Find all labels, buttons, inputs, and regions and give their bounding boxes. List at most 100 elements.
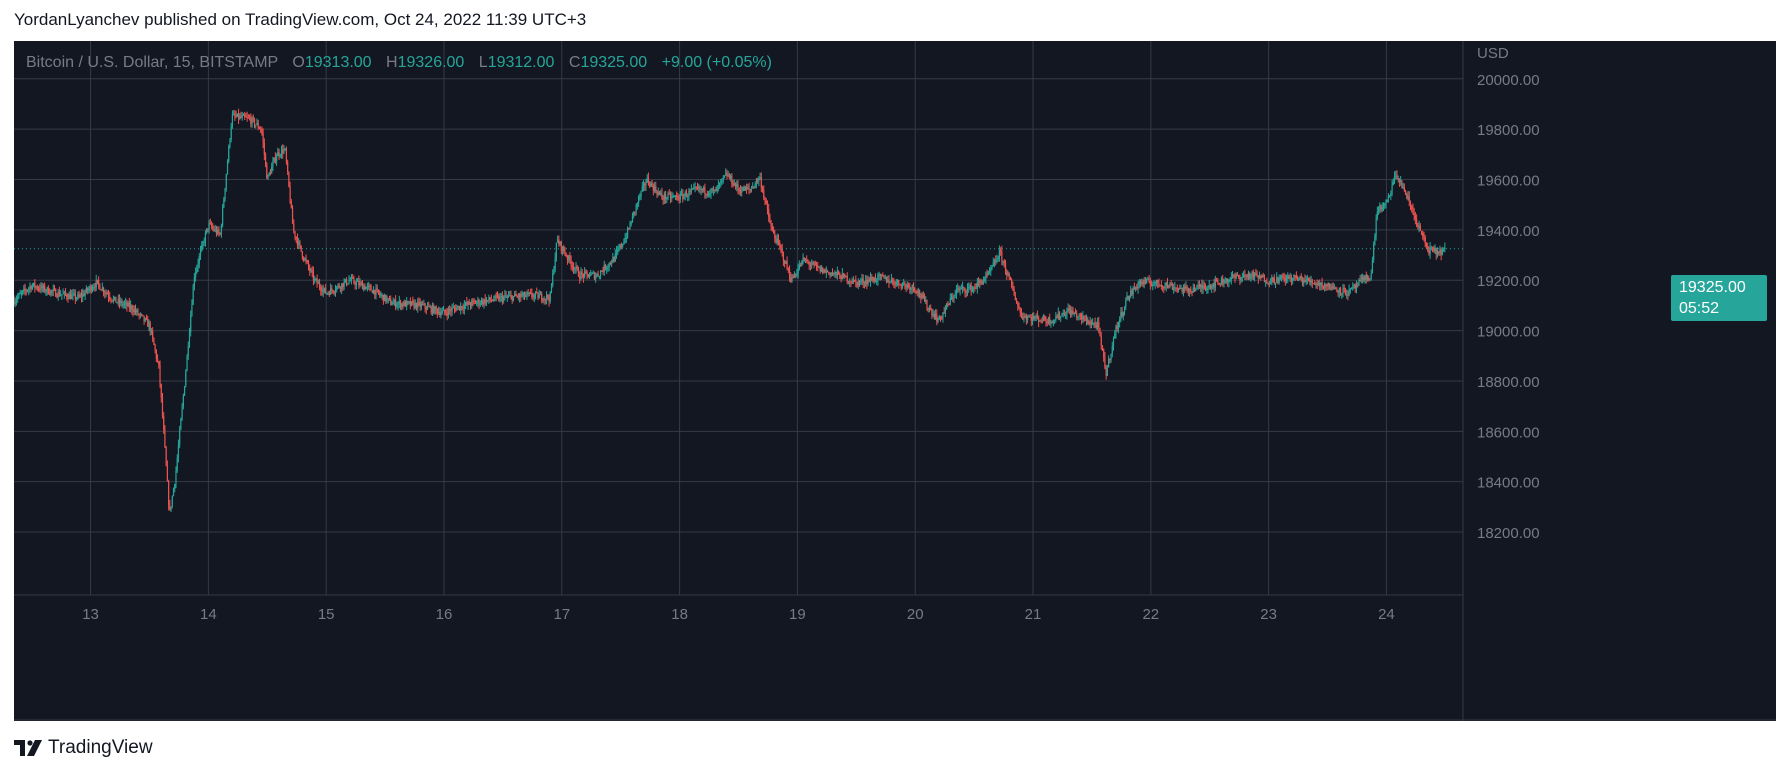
candle-body (896, 279, 899, 283)
candle-body (1309, 280, 1311, 283)
x-tick-label: 16 (436, 606, 453, 623)
y-tick-label: 19200.00 (1477, 273, 1540, 290)
candle-body (603, 264, 605, 272)
y-tick-label: 18600.00 (1477, 424, 1540, 441)
candle-body (527, 292, 529, 294)
candle-body (115, 296, 117, 303)
candle-body (314, 278, 316, 281)
candle-body (543, 298, 545, 301)
candle-body (84, 292, 86, 296)
candle-body (33, 282, 35, 286)
candle-body (771, 227, 773, 231)
candle-body (644, 183, 646, 186)
candle-body (202, 242, 204, 245)
candle-body (677, 196, 679, 200)
candle-body (495, 295, 497, 297)
candle-body (976, 282, 978, 289)
candle-body (948, 304, 950, 306)
candle-body (1235, 274, 1237, 278)
candle-body (786, 261, 788, 269)
candle-body (1117, 322, 1120, 329)
candle-body (1179, 287, 1181, 289)
candle-body (67, 297, 69, 299)
candle-body (1201, 284, 1203, 289)
candle-body (1412, 208, 1414, 213)
candle-body (107, 294, 110, 297)
candle-body (128, 302, 130, 309)
candle-body (1065, 315, 1067, 317)
candle-body (590, 273, 592, 277)
candle-body (943, 312, 945, 314)
candle-body (52, 289, 54, 292)
x-tick-label: 18 (671, 606, 688, 623)
candle-body (844, 274, 846, 278)
candle-body (251, 117, 253, 124)
candle-body (1312, 283, 1315, 285)
candle-body (1241, 277, 1243, 279)
symbol-label[interactable]: Bitcoin / U.S. Dollar, 15, BITSTAMP (26, 54, 278, 71)
candle-body (440, 312, 442, 316)
candle-body (95, 279, 97, 288)
candle-body (321, 290, 323, 293)
candle-body (687, 195, 689, 197)
candlestick-chart[interactable]: 20000.00 19800.00 19600.00 19400.00 19200.00… (14, 41, 1776, 721)
candle-body (629, 223, 631, 229)
candle-body (823, 269, 825, 274)
candle-body (1423, 236, 1425, 238)
candle-body (1251, 271, 1253, 275)
footer-brand[interactable]: TradingView (14, 737, 153, 759)
candle-body (620, 244, 623, 247)
candle-body (296, 238, 299, 245)
candle-body (1076, 313, 1078, 318)
candle-body (1060, 316, 1062, 318)
candle-body (1348, 289, 1350, 295)
candle-body (445, 312, 447, 314)
candle-body (1036, 315, 1039, 318)
candle-body (368, 285, 370, 287)
candle-body (424, 303, 426, 308)
candle-body (570, 260, 572, 266)
candle-body (1244, 274, 1246, 276)
candle-body (1335, 288, 1337, 290)
chart-panel[interactable]: 20000.00 19800.00 19600.00 19400.00 19200.00… (14, 41, 1776, 721)
candle-body (1031, 315, 1034, 321)
candle-body (822, 267, 824, 274)
candle-body (965, 291, 967, 293)
y-tick-label: 19000.00 (1477, 324, 1540, 341)
candle-body (412, 301, 414, 303)
candle-body (1262, 275, 1264, 278)
candle-body (466, 302, 468, 305)
candle-body (665, 194, 667, 200)
candle-body (355, 281, 357, 286)
candle-body (1047, 317, 1050, 324)
y-tick-label: 20000.00 (1477, 72, 1540, 89)
candle-body (152, 331, 154, 338)
candle-body (760, 177, 762, 188)
candle-body (206, 228, 208, 233)
candle-body (1000, 250, 1002, 252)
x-tick-label: 13 (82, 606, 99, 623)
candle-body (225, 174, 227, 189)
candle-body (352, 277, 354, 279)
candle-body (369, 285, 371, 287)
candle-body (1287, 274, 1289, 280)
candle-body (451, 307, 453, 312)
candle-body (1240, 277, 1242, 281)
candle-body (1360, 279, 1362, 281)
candle-body (633, 211, 635, 215)
candle-body (311, 270, 313, 272)
last-price-tag: 19325.00 05:52 (1671, 275, 1767, 321)
candle-body (392, 302, 394, 305)
candle-body (77, 294, 79, 299)
candle-body (1428, 250, 1430, 254)
candle-body (658, 191, 661, 194)
candle-body (1079, 314, 1081, 316)
candle-body (628, 228, 630, 230)
candle-body (744, 187, 746, 191)
candle-body (222, 207, 224, 226)
candle-body (682, 193, 684, 199)
candle-body (330, 288, 332, 295)
candle-body (947, 303, 949, 305)
candle-body (749, 189, 751, 191)
candle-body (223, 199, 225, 208)
